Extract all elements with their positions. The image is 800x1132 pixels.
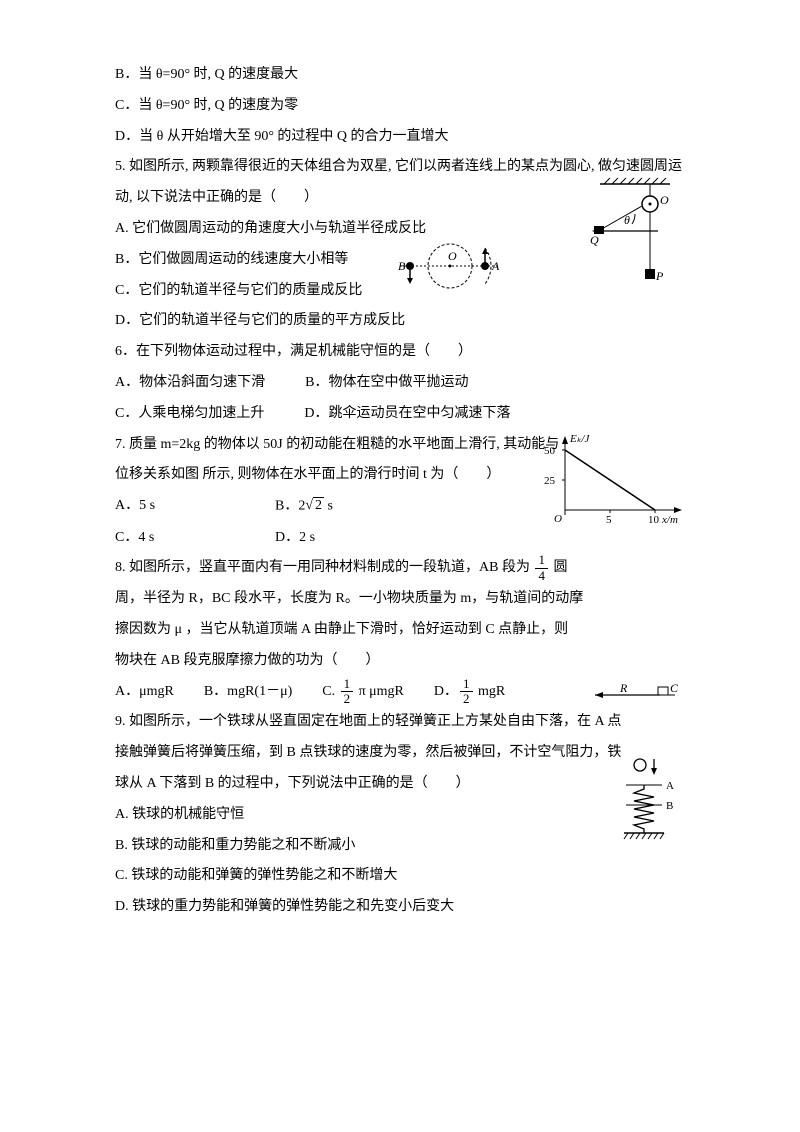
svg-text:O: O	[554, 513, 562, 525]
q5-option-d: D．它们的轨道半径与它们的质量的平方成反比	[115, 306, 685, 337]
q6-option-d: D．跳伞运动员在空中匀减速下落	[304, 399, 510, 430]
q7-option-b: B．2√2 s	[275, 491, 333, 522]
q9-option-b: B. 铁球的动能和重力势能之和不断减小	[115, 831, 685, 862]
svg-text:Eₖ/J: Eₖ/J	[569, 433, 590, 445]
q9-stem1: 9. 如图所示，一个铁球从竖直固定在地面上的轻弹簧正上方某处自由下落，在 A 点	[115, 707, 685, 738]
q5-figure-binary-star: B O A	[390, 236, 510, 296]
svg-text:50: 50	[544, 445, 556, 457]
svg-text:A: A	[666, 780, 674, 792]
q7-option-c: C．4 s	[115, 523, 235, 554]
svg-text:O: O	[660, 193, 669, 207]
q9-option-d: D. 铁球的重力势能和弹簧的弹性势能之和先变小后变大	[115, 892, 685, 923]
q4-figure-pulley: θ Q O P	[590, 174, 680, 294]
q6-option-c: C．人乘电梯匀加速上升	[115, 399, 264, 430]
q8-stem4: 物块在 AB 段克服摩擦力做的功为（ ）	[115, 646, 685, 677]
q8-stem1: 8. 如图所示，竖直平面内有一用同种材料制成的一段轨道，AB 段为 14 圆	[115, 553, 685, 584]
q7-option-d: D．2 s	[275, 523, 315, 554]
q8-stem3: 擦因数为 μ ，当它从轨道顶端 A 由静止下滑时，恰好运动到 C 点静止，则	[115, 615, 685, 646]
q8-option-b: B．mgR(1－μ)	[204, 677, 292, 708]
svg-text:O: O	[448, 249, 457, 263]
sqrt-symbol: √2	[305, 491, 324, 522]
svg-text:Q: Q	[590, 233, 599, 247]
svg-text:25: 25	[544, 475, 556, 487]
svg-text:θ: θ	[624, 213, 630, 227]
svg-text:B: B	[398, 259, 406, 273]
q9-option-c: C. 铁球的动能和弹簧的弹性势能之和不断增大	[115, 861, 685, 892]
q8-option-c: C. 12 π μmgR	[322, 677, 404, 708]
q9-stem3: 球从 A 下落到 B 的过程中，下列说法中正确的是（ ）	[115, 769, 685, 800]
q9-stem2: 接触弹簧后将弹簧压缩，到 B 点铁球的速度为零，然后被弹回，不计空气阻力，铁	[115, 738, 685, 769]
q6-stem: 6．在下列物体运动过程中，满足机械能守恒的是（ ）	[115, 337, 685, 368]
q9-option-a: A. 铁球的机械能守恒	[115, 800, 685, 831]
svg-text:A: A	[491, 259, 500, 273]
q7-option-a: A．5 s	[115, 491, 235, 522]
fraction-icon: 14	[535, 553, 548, 583]
fraction-icon: 12	[341, 677, 354, 707]
q4-option-c: C．当 θ=90° 时, Q 的速度为零	[115, 91, 685, 122]
q6-option-b: B．物体在空中做平抛运动	[305, 368, 468, 399]
q6-option-a: A．物体沿斜面匀速下滑	[115, 368, 265, 399]
q7-graph: 50 25 5 10 O Eₖ/J x/m	[540, 430, 690, 530]
page-content: B．当 θ=90° 时, Q 的速度最大 C．当 θ=90° 时, Q 的速度为…	[0, 0, 800, 983]
q4-option-d: D．当 θ 从开始增大至 90° 的过程中 Q 的合力一直增大	[115, 122, 685, 153]
svg-text:P: P	[655, 269, 664, 283]
q9-figure-spring: A B	[620, 755, 680, 850]
q6-row2: C．人乘电梯匀加速上升 D．跳伞运动员在空中匀减速下落	[115, 399, 685, 430]
svg-text:10: 10	[648, 514, 660, 526]
q8-figure-track: R C	[590, 680, 680, 705]
svg-text:B: B	[666, 800, 673, 812]
q4-option-b: B．当 θ=90° 时, Q 的速度最大	[115, 60, 685, 91]
q8-option-a: A．μmgR	[115, 677, 174, 708]
q8-stem2: 周，半径为 R，BC 段水平，长度为 R。一小物块质量为 m，与轨道间的动摩	[115, 584, 685, 615]
svg-text:C: C	[670, 681, 679, 695]
svg-text:5: 5	[606, 514, 612, 526]
svg-text:x/m: x/m	[661, 514, 678, 526]
svg-text:R: R	[619, 681, 628, 695]
q6-row1: A．物体沿斜面匀速下滑 B．物体在空中做平抛运动	[115, 368, 685, 399]
fraction-icon: 12	[460, 677, 473, 707]
q8-option-d: D．12 mgR	[434, 677, 505, 708]
